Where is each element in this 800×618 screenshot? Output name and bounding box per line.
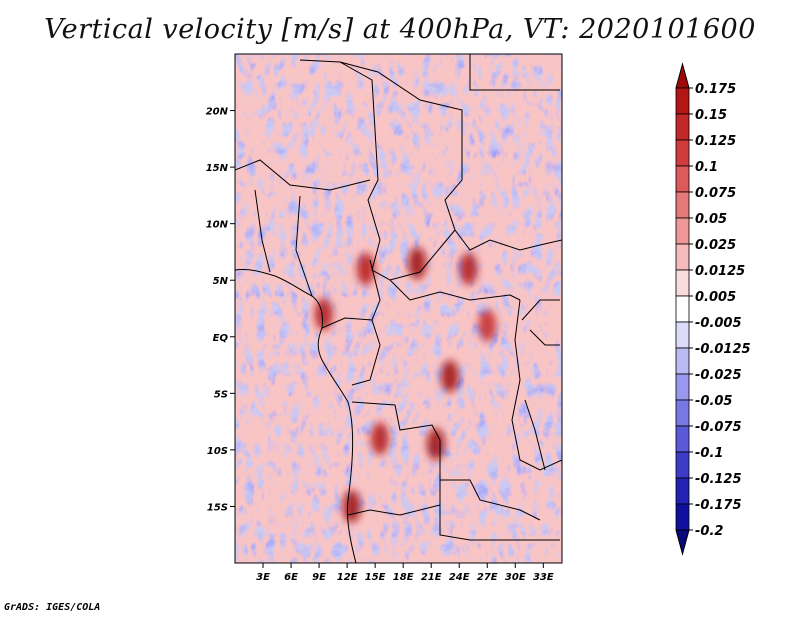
colorbar-label: 0.15 <box>695 108 727 123</box>
lon-tick-label: 12E <box>337 572 358 583</box>
lon-tick-label: 30E <box>505 572 526 583</box>
updraft-region <box>459 252 478 285</box>
lon-tick-label: 33E <box>533 572 554 583</box>
map-title: Vertical velocity [m/s] at 400hPa, VT: 2… <box>44 14 756 45</box>
colorbar-label: -0.05 <box>695 394 732 409</box>
colorbar-label: -0.125 <box>695 472 742 487</box>
lon-tick-label: 27E <box>477 572 498 583</box>
updraft-region <box>342 490 361 523</box>
colorbar-label: 0.175 <box>695 82 736 97</box>
colorbar-segment <box>675 165 690 193</box>
colorbar-segment <box>675 113 690 141</box>
lon-tick-label: 21E <box>421 572 442 583</box>
colorbar-segment <box>675 451 690 479</box>
updraft-region <box>408 247 427 280</box>
lat-tick-label: 5N <box>213 276 229 287</box>
colorbar-segment <box>675 295 690 323</box>
updraft-region <box>478 309 497 342</box>
updraft-region <box>440 360 459 393</box>
colorbar-segment <box>675 477 690 505</box>
lon-tick-label: 24E <box>449 572 470 583</box>
lat-tick-label: 10S <box>207 446 228 457</box>
lat-tick-label: 5S <box>214 389 228 400</box>
colorbar-segment <box>675 321 690 349</box>
longitude-axis: 3E 6E 9E 12E 15E 18E 21E 24E 27E 30E 33E <box>256 563 554 583</box>
colorbar-segment <box>675 399 690 427</box>
colorbar-label: -0.2 <box>695 524 723 539</box>
colorbar-label: -0.1 <box>695 446 723 461</box>
lat-tick-label: 15N <box>206 163 229 174</box>
colorbar: 0.175 0.15 0.125 0.1 0.075 0.05 0.025 0.0125 0.0… <box>675 62 751 556</box>
colorbar-segment <box>675 373 690 401</box>
colorbar-segment <box>675 347 690 375</box>
colorbar-label: -0.0125 <box>695 342 751 357</box>
colorbar-label: -0.175 <box>695 498 742 513</box>
colorbar-bottom-arrow <box>675 529 690 556</box>
lon-tick-label: 18E <box>393 572 414 583</box>
colorbar-label: 0.125 <box>695 134 736 149</box>
colorbar-segment <box>675 217 690 245</box>
colorbar-segment <box>675 269 690 297</box>
lon-tick-label: 3E <box>256 572 270 583</box>
lat-tick-label: 10N <box>206 220 229 231</box>
colorbar-label: 0.005 <box>695 290 736 305</box>
colorbar-segment <box>675 87 690 115</box>
colorbar-label: -0.075 <box>695 420 742 435</box>
lon-tick-label: 6E <box>284 572 298 583</box>
colorbar-label: 0.05 <box>695 212 727 227</box>
updraft-region <box>370 422 389 455</box>
colorbar-segment <box>675 191 690 219</box>
colorbar-segment <box>675 139 690 167</box>
colorbar-label: 0.075 <box>695 186 736 201</box>
colorbar-label: -0.025 <box>695 368 742 383</box>
grads-footer: GrADS: IGES/COLA <box>4 602 101 613</box>
latitude-axis: 20N 15N 10N 5N EQ 5S 10S 15S <box>206 107 235 513</box>
updraft-region <box>314 298 333 331</box>
velocity-field <box>235 54 562 563</box>
country-borders <box>235 54 562 563</box>
lon-tick-label: 9E <box>312 572 326 583</box>
lat-tick-label: 15S <box>207 502 228 513</box>
colorbar-label: 0.0125 <box>695 264 745 279</box>
lat-tick-label: EQ <box>213 333 229 344</box>
lat-tick-label: 20N <box>206 107 229 118</box>
colorbar-top-arrow <box>675 62 690 89</box>
colorbar-segment <box>675 243 690 271</box>
colorbar-label: -0.005 <box>695 316 742 331</box>
colorbar-segment <box>675 503 690 531</box>
colorbar-label: 0.025 <box>695 238 736 253</box>
map-frame <box>234 53 563 564</box>
colorbar-segment <box>675 425 690 453</box>
lon-tick-label: 15E <box>365 572 386 583</box>
colorbar-label: 0.1 <box>695 160 718 175</box>
